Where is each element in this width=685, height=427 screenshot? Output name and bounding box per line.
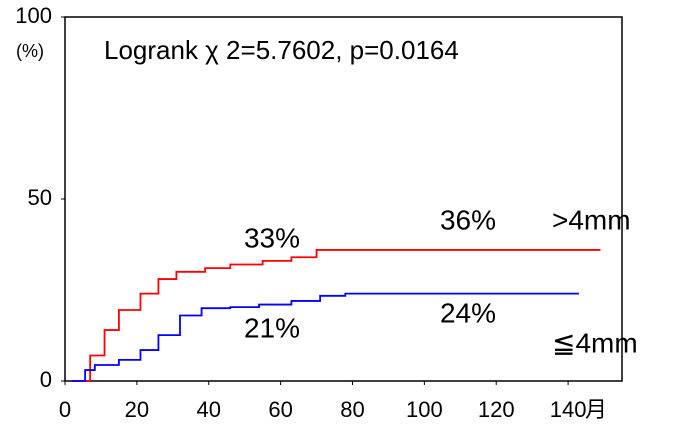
x-tick-label: 20 [125, 397, 149, 422]
x-tick-label: 140 [550, 397, 587, 422]
y-tick-label: 0 [40, 367, 52, 392]
x-tick-label: 60 [268, 397, 292, 422]
annotation: Logrank χ 2=5.7602, p=0.0164 [104, 35, 459, 65]
x-tick-label: 40 [196, 397, 220, 422]
x-tick-label: 80 [340, 397, 364, 422]
x-tick-label: 0 [59, 397, 71, 422]
step-line [72, 249, 601, 382]
annotation: 24% [440, 297, 496, 328]
y-tick-label: 100 [15, 3, 52, 28]
x-tick-label: 120 [478, 397, 515, 422]
y-axis-label: (%) [16, 41, 44, 61]
annotation: 36% [440, 204, 496, 235]
series-label: ≦4mm [552, 327, 638, 358]
y-tick-label: 50 [28, 185, 52, 210]
series-label: >4mm [552, 204, 631, 235]
step-line [72, 292, 579, 382]
plot-frame [64, 16, 623, 382]
annotation: 21% [244, 312, 300, 343]
x-axis-label: 月 [585, 397, 607, 422]
annotation: 33% [244, 222, 300, 253]
x-tick-label: 100 [406, 397, 443, 422]
